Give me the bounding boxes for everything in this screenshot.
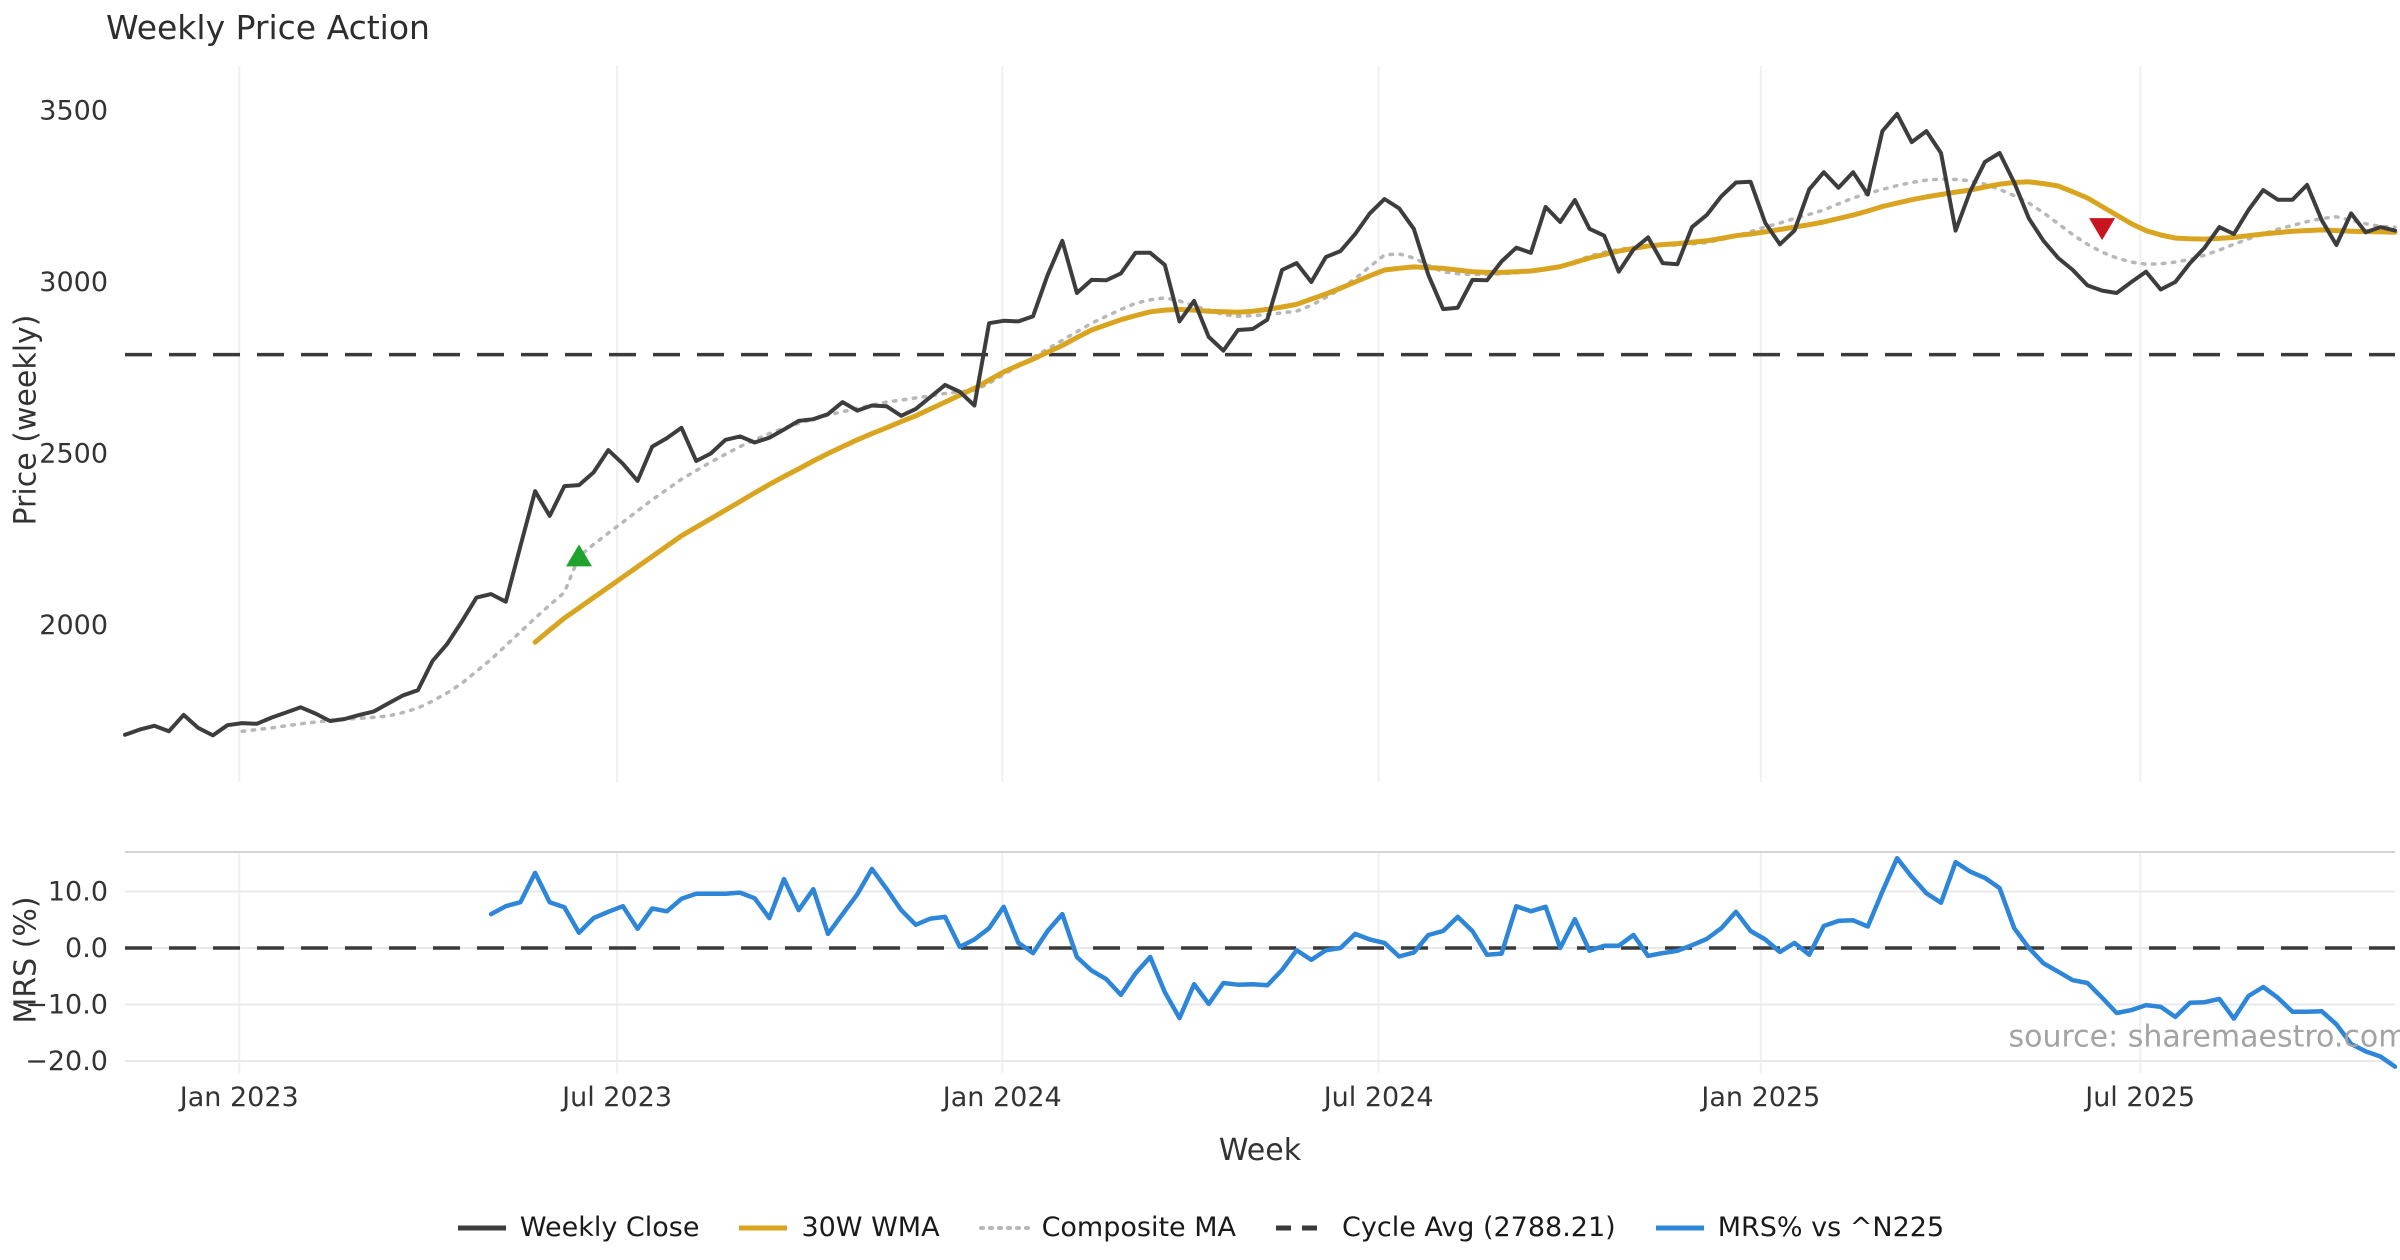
composite-ma-line <box>240 177 2397 734</box>
cycle-avg-swatch-icon <box>1276 1225 1329 1230</box>
legend-label: 30W WMA <box>801 1212 940 1243</box>
mrs-tick-label: −20.0 <box>25 1046 108 1077</box>
legend-label: MRS% vs ^N225 <box>1717 1212 1945 1243</box>
watermark: source: sharemaestro.com <box>2008 1019 2400 1055</box>
mrs-line <box>488 855 2398 1069</box>
legend-label: Composite MA <box>1041 1212 1237 1243</box>
legend-item-mrs: MRS% vs ^N225 <box>1654 1212 1944 1243</box>
legend-item-cycle-avg: Cycle Avg (2788.21) <box>1274 1212 1616 1243</box>
legend-item-weekly-close: Weekly Close <box>456 1212 700 1243</box>
price-tick-label: 3500 <box>39 96 108 127</box>
page-title: Weekly Price Action <box>106 8 430 47</box>
wma-30w-line <box>532 179 2398 645</box>
mrs-axis-label: MRS (%) <box>8 896 44 1024</box>
x-tick-label: Jan 2023 <box>178 1082 299 1113</box>
x-axis-title: Week <box>1218 1133 1302 1168</box>
weekly-close-line <box>123 111 2397 738</box>
mrs-tick-label: 10.0 <box>48 877 108 908</box>
price-tick-label: 2000 <box>39 610 108 641</box>
price-tick-label: 3000 <box>39 267 108 298</box>
legend-label: Weekly Close <box>519 1212 700 1243</box>
buy-marker-icon <box>566 544 592 567</box>
mrs-tick-label: 0.0 <box>65 933 108 964</box>
mrs-tick-label: −10.0 <box>25 990 108 1021</box>
legend-item-composite-ma: Composite MA <box>978 1212 1236 1243</box>
mrs-swatch-icon <box>1655 1225 1704 1230</box>
legend-label: Cycle Avg (2788.21) <box>1342 1212 1616 1243</box>
composite-ma-swatch-icon <box>978 1225 1030 1230</box>
weekly-close-swatch-icon <box>457 1225 506 1230</box>
legend: Weekly Close 30W WMA Composite MA Cycle … <box>0 1212 2400 1243</box>
price-axis-label: Price (weekly) <box>8 314 44 526</box>
x-tick-label: Jul 2025 <box>2083 1082 2195 1113</box>
price-tick-label: 2500 <box>39 439 108 470</box>
x-tick-label: Jul 2023 <box>560 1082 672 1113</box>
sell-marker-icon <box>2089 218 2116 241</box>
legend-item-30w-wma: 30W WMA <box>737 1212 940 1243</box>
x-tick-label: Jul 2024 <box>1322 1082 1434 1113</box>
wma-swatch-icon <box>739 1225 788 1230</box>
x-tick-label: Jan 2024 <box>941 1082 1062 1113</box>
x-tick-label: Jan 2025 <box>1699 1082 1820 1113</box>
